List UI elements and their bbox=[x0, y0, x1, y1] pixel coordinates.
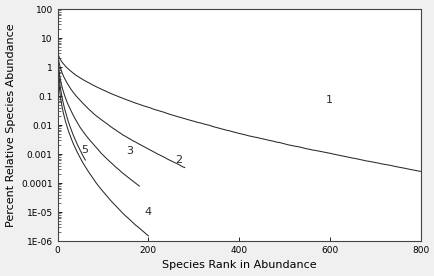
Y-axis label: Percent Relative Species Abundance: Percent Relative Species Abundance bbox=[6, 23, 16, 227]
Text: 5: 5 bbox=[81, 145, 88, 155]
Text: 4: 4 bbox=[145, 206, 151, 217]
X-axis label: Species Rank in Abundance: Species Rank in Abundance bbox=[161, 261, 316, 270]
Text: 3: 3 bbox=[125, 146, 132, 156]
Text: 2: 2 bbox=[174, 155, 181, 165]
Text: 1: 1 bbox=[325, 95, 332, 105]
